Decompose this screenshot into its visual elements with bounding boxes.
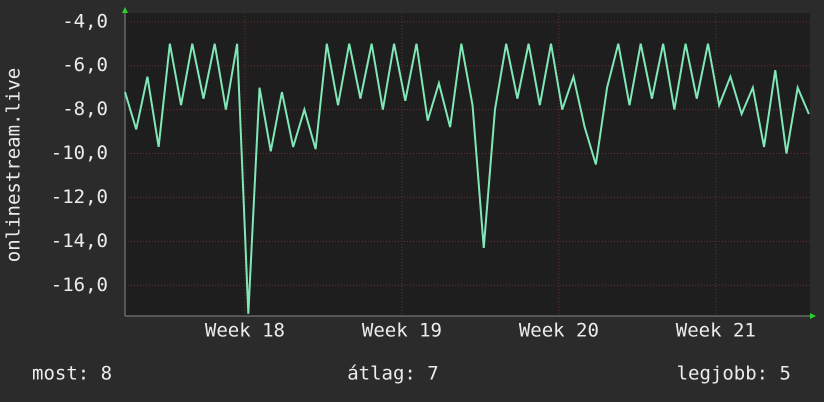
x-tick-label: Week 19 [362, 320, 442, 342]
stat-best: legjobb: 5 [677, 363, 791, 385]
x-tick-label: Week 18 [205, 320, 285, 342]
y-tick-label: -12,0 [51, 186, 108, 208]
stat-average: átlag: 7 [347, 363, 439, 385]
stat-current: most: 8 [32, 363, 112, 385]
plot-area [125, 13, 810, 316]
y-tick-label: -14,0 [51, 230, 108, 252]
axis-arrow [810, 313, 816, 319]
y-tick-label: -10,0 [51, 142, 108, 164]
y-tick-label: -16,0 [51, 274, 108, 296]
y-tick-label: -4,0 [62, 10, 108, 32]
y-tick-label: -6,0 [62, 54, 108, 76]
y-axis-label: onlinestream.live [3, 68, 25, 262]
y-tick-label: -8,0 [62, 98, 108, 120]
x-tick-label: Week 21 [676, 320, 756, 342]
axis-arrow [122, 7, 128, 13]
x-tick-label: Week 20 [519, 320, 599, 342]
data-line [124, 43, 810, 314]
